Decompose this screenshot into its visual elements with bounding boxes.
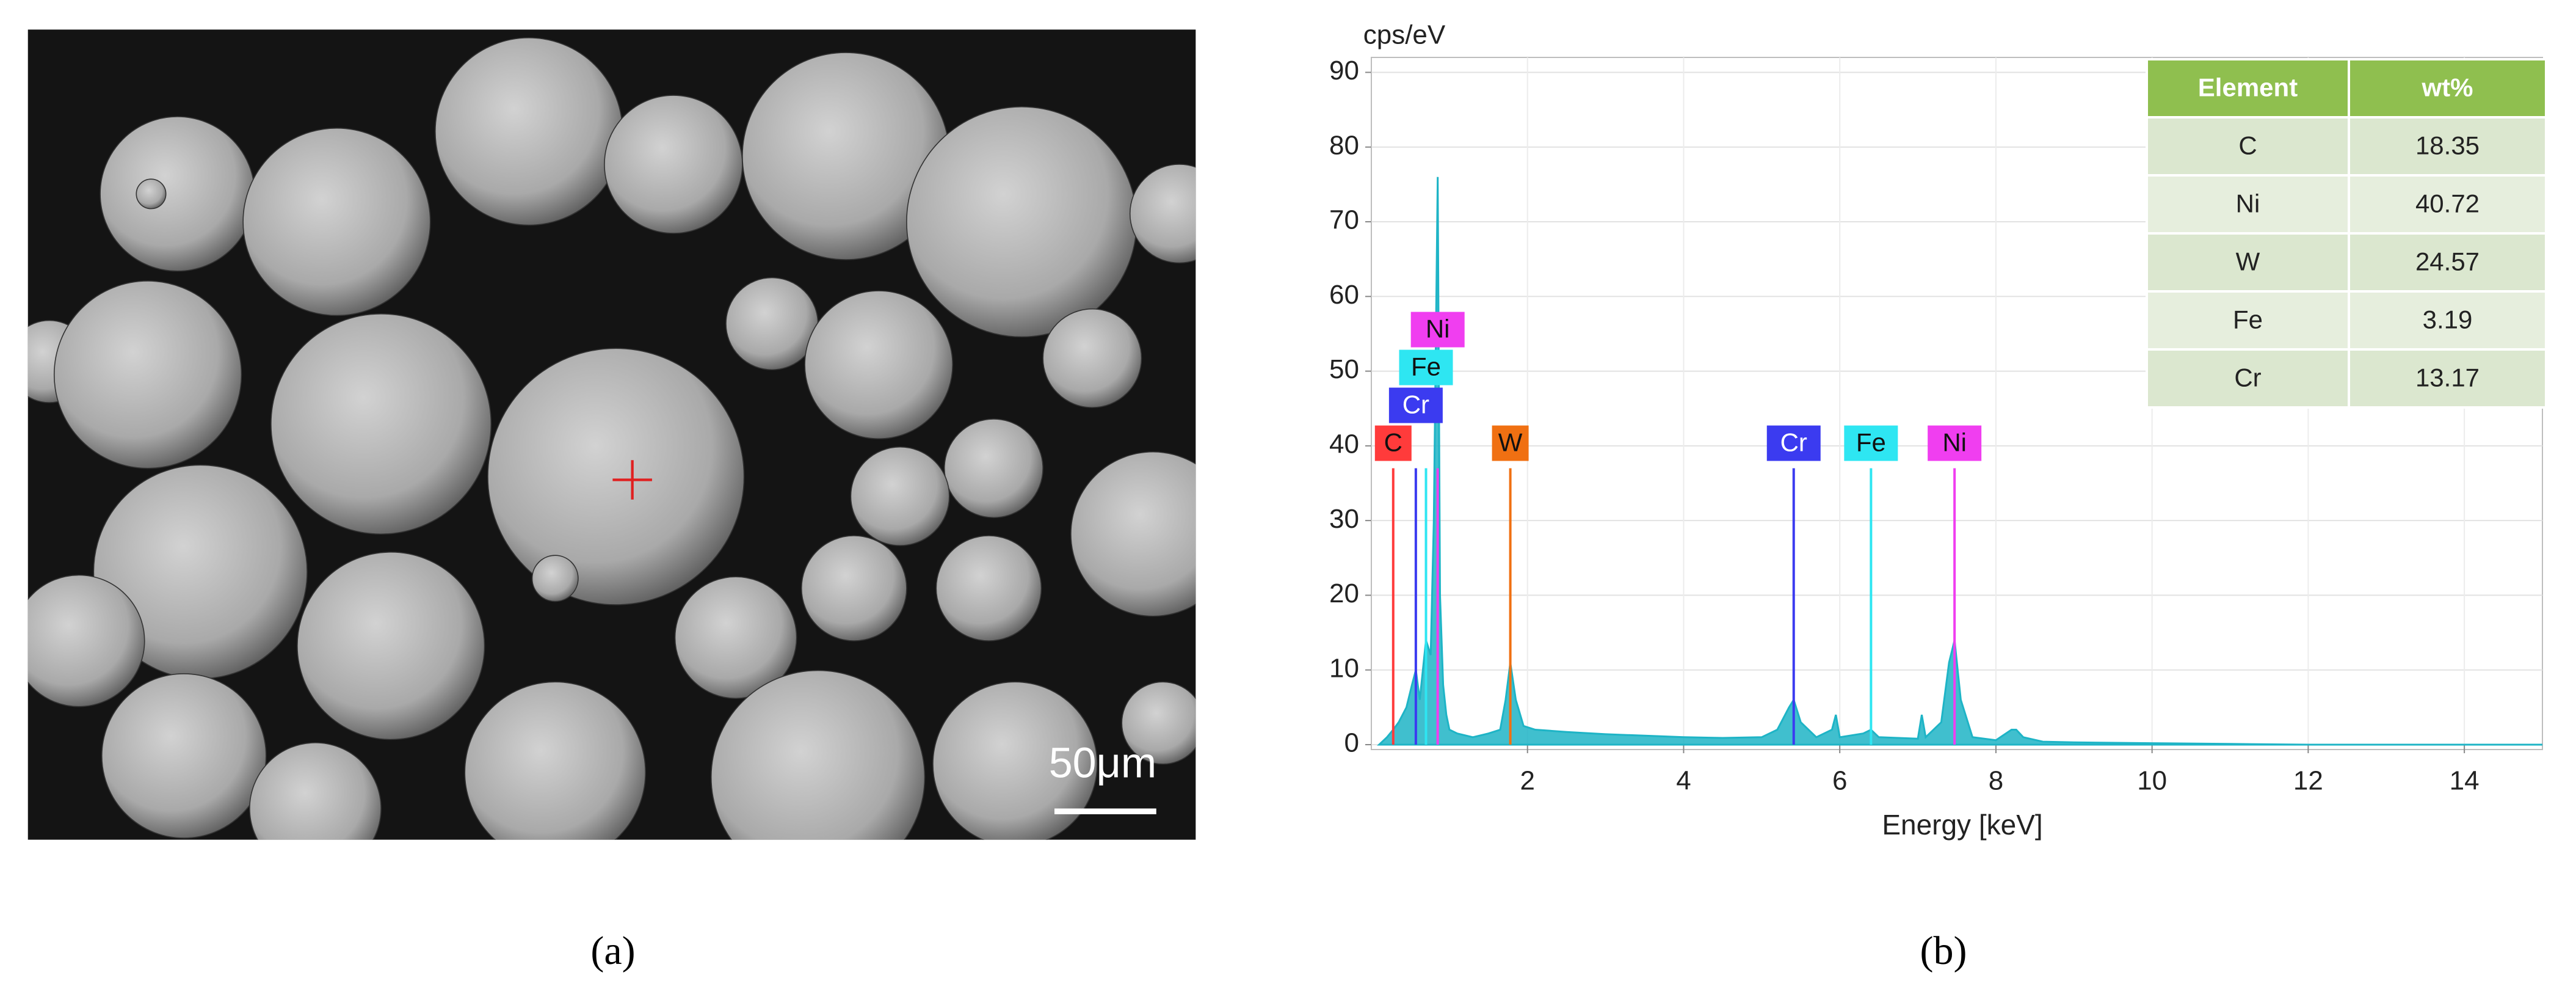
marker-label: Cr: [1402, 390, 1429, 419]
table-text: Ni: [2236, 189, 2260, 218]
table-text: C: [2238, 131, 2257, 160]
x-tick-label: 14: [2450, 766, 2480, 796]
table-text: 18.35: [2415, 131, 2480, 160]
table-header: wt%: [2422, 73, 2473, 102]
x-tick-label: 2: [1520, 766, 1534, 796]
marker-label: Fe: [1411, 352, 1441, 381]
panel-label: (b): [1920, 929, 1967, 973]
marker-label-box: [1766, 425, 1821, 461]
marker-label: Ni: [1426, 315, 1450, 343]
y-tick-label: 90: [1329, 56, 1359, 86]
scale-bar-label: 50μm: [1049, 739, 1157, 786]
y-tick-label: 40: [1329, 429, 1359, 459]
marker-label-box: [1928, 425, 1982, 461]
marker-label-box: [1388, 387, 1443, 423]
x-axis-label: Energy [keV]: [1882, 809, 2042, 841]
marker-label-box: [1492, 425, 1529, 461]
y-tick-label: 0: [1344, 728, 1359, 758]
marker-label: W: [1498, 428, 1523, 457]
table-text: Cr: [2234, 363, 2261, 392]
table-text: W: [2236, 247, 2260, 276]
marker-label: Ni: [1942, 428, 1967, 457]
y-tick-label: 20: [1329, 578, 1359, 608]
marker-label: C: [1384, 428, 1402, 457]
y-tick-label: 80: [1329, 130, 1359, 160]
marker-label: Cr: [1780, 428, 1807, 457]
table-header: Element: [2198, 73, 2298, 102]
table-cell: [2348, 290, 2547, 351]
marker-label-box: [1374, 425, 1412, 461]
table-text: 24.57: [2415, 247, 2480, 276]
y-tick-label: 30: [1329, 504, 1359, 534]
table-cell: [2348, 116, 2547, 177]
table-cell: [2146, 116, 2350, 177]
x-tick-label: 6: [1832, 766, 1847, 796]
sem-image: [27, 29, 1196, 840]
y-tick-label: 70: [1329, 205, 1359, 235]
x-tick-label: 8: [1989, 766, 2003, 796]
table-text: 13.17: [2415, 363, 2480, 392]
panel-label: (a): [590, 929, 635, 973]
y-tick-label: 50: [1329, 354, 1359, 384]
table-header-cell: [2348, 58, 2547, 119]
marker-label-box: [1844, 425, 1898, 461]
table-cell: [2348, 348, 2547, 409]
y-tick-label: 60: [1329, 280, 1359, 310]
table-cell: [2348, 232, 2547, 293]
table-text: 3.19: [2423, 305, 2473, 334]
table-cell: [2348, 174, 2547, 235]
marker-label: Fe: [1856, 428, 1886, 457]
table-text: Fe: [2233, 305, 2263, 334]
marker-label-box: [1410, 312, 1465, 348]
y-tick-label: 10: [1329, 653, 1359, 683]
x-tick-label: 12: [2293, 766, 2323, 796]
marker-label-box: [1399, 349, 1453, 385]
y-axis-label: cps/eV: [1363, 20, 1446, 50]
table-text: 40.72: [2415, 189, 2480, 218]
x-tick-label: 4: [1676, 766, 1691, 796]
x-tick-label: 10: [2137, 766, 2167, 796]
